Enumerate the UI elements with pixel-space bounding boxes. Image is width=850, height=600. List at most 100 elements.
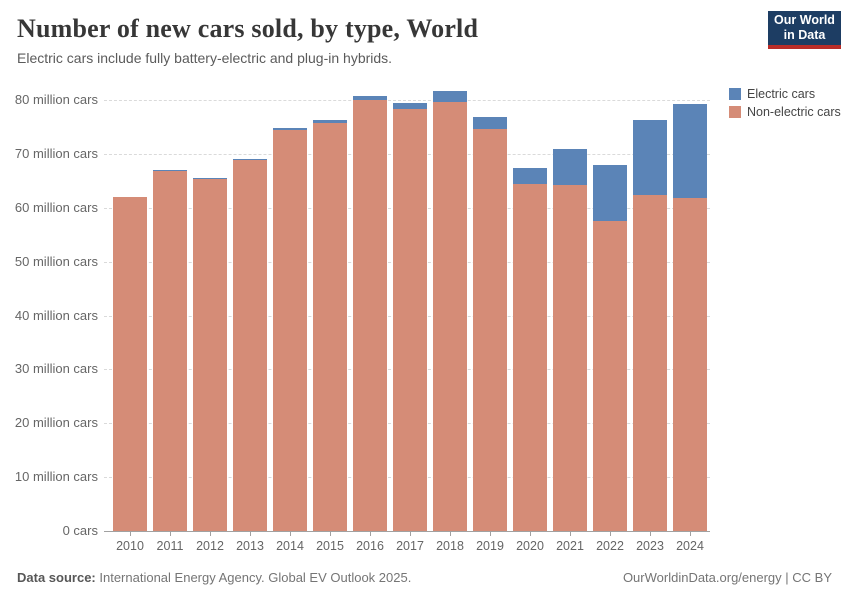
y-axis-tick-label: 30 million cars <box>14 361 98 377</box>
bar-2018-non-electric[interactable] <box>433 102 467 531</box>
owid-logo: Our World in Data <box>768 11 841 49</box>
legend: Electric cars Non-electric cars <box>729 87 841 119</box>
x-axis-tick <box>250 531 251 536</box>
bar-2020-non-electric[interactable] <box>513 184 547 531</box>
legend-item-electric-cars[interactable]: Electric cars <box>729 87 841 101</box>
y-axis-tick-label: 40 million cars <box>14 307 98 323</box>
legend-label: Non-electric cars <box>747 105 841 119</box>
bar-2014-electric[interactable] <box>273 128 307 131</box>
x-axis-tick-label: 2016 <box>356 539 384 553</box>
owid-logo-line1: Our World <box>774 13 835 27</box>
chart-subtitle: Electric cars include fully battery-elec… <box>17 50 393 66</box>
bar-2016-non-electric[interactable] <box>353 100 387 531</box>
y-axis-tick-label: 10 million cars <box>14 469 98 485</box>
y-axis-tick-label: 50 million cars <box>14 253 98 269</box>
bar-2011[interactable] <box>153 170 187 531</box>
x-axis-tick <box>650 531 651 536</box>
legend-swatch-electric-cars <box>729 88 741 100</box>
x-axis-tick <box>130 531 131 536</box>
bar-2012[interactable] <box>193 177 227 531</box>
bar-2022-non-electric[interactable] <box>593 221 627 531</box>
bar-2011-non-electric[interactable] <box>153 170 187 531</box>
x-axis-tick-label: 2020 <box>516 539 544 553</box>
bar-2020[interactable] <box>513 167 547 531</box>
bar-2024-electric[interactable] <box>673 103 707 198</box>
x-axis-tick <box>690 531 691 536</box>
y-axis-tick-label: 0 cars <box>62 523 98 538</box>
bar-2017-electric[interactable] <box>393 102 427 110</box>
x-axis-tick-label: 2017 <box>396 539 424 553</box>
bar-2015-electric[interactable] <box>313 120 347 124</box>
x-axis-tick <box>290 531 291 536</box>
x-axis-tick <box>610 531 611 536</box>
bar-2010[interactable] <box>113 196 147 531</box>
bar-2015-non-electric[interactable] <box>313 123 347 531</box>
x-axis-tick-label: 2024 <box>676 539 704 553</box>
bar-2023-electric[interactable] <box>633 120 667 196</box>
bar-2012-non-electric[interactable] <box>193 178 227 531</box>
bar-2022-electric[interactable] <box>593 164 627 222</box>
data-source-text: International Energy Agency. Global EV O… <box>99 570 412 585</box>
x-axis-tick-label: 2023 <box>636 539 664 553</box>
bar-2014[interactable] <box>273 128 307 531</box>
bar-2024[interactable] <box>673 103 707 531</box>
x-axis-tick <box>490 531 491 536</box>
bar-2022[interactable] <box>593 164 627 531</box>
x-axis-tick <box>210 531 211 536</box>
x-axis-tick-label: 2014 <box>276 539 304 553</box>
legend-item-non-electric-cars[interactable]: Non-electric cars <box>729 105 841 119</box>
x-axis-tick-label: 2015 <box>316 539 344 553</box>
x-axis-tick-label: 2010 <box>116 539 144 553</box>
x-axis-line <box>104 531 710 532</box>
bar-2021-electric[interactable] <box>553 149 587 185</box>
plot-area <box>104 85 710 532</box>
bar-2021-non-electric[interactable] <box>553 184 587 531</box>
x-axis-tick-label: 2013 <box>236 539 264 553</box>
x-axis-tick-label: 2019 <box>476 539 504 553</box>
bar-2020-electric[interactable] <box>513 167 547 185</box>
page-title: Number of new cars sold, by type, World <box>17 14 479 43</box>
x-axis-tick-label: 2011 <box>156 539 184 553</box>
bar-2018-electric[interactable] <box>433 90 467 103</box>
bar-2010-non-electric[interactable] <box>113 196 147 531</box>
credit-link[interactable]: OurWorldinData.org/energy | CC BY <box>622 570 832 585</box>
bar-2014-non-electric[interactable] <box>273 130 307 531</box>
bar-2021[interactable] <box>553 149 587 531</box>
x-axis-tick-label: 2022 <box>596 539 624 553</box>
bar-2017[interactable] <box>393 102 427 531</box>
gridline <box>104 100 710 101</box>
x-axis-tick <box>450 531 451 536</box>
y-axis-tick-label: 80 million cars <box>14 92 98 107</box>
bar-2023-non-electric[interactable] <box>633 195 667 531</box>
x-axis-tick <box>330 531 331 536</box>
data-source: Data source: International Energy Agency… <box>17 570 411 585</box>
x-axis-tick-label: 2012 <box>196 539 224 553</box>
data-source-label: Data source: <box>17 570 96 585</box>
bar-2019[interactable] <box>473 116 507 531</box>
bar-2019-electric[interactable] <box>473 116 507 129</box>
x-axis-tick <box>570 531 571 536</box>
legend-swatch-non-electric-cars <box>729 106 741 118</box>
x-axis-tick-label: 2021 <box>556 539 584 553</box>
x-axis-tick <box>530 531 531 536</box>
bar-2012-electric[interactable] <box>193 177 227 179</box>
x-axis-tick <box>170 531 171 536</box>
bar-2019-non-electric[interactable] <box>473 128 507 531</box>
bar-2017-non-electric[interactable] <box>393 109 427 531</box>
x-axis-tick <box>370 531 371 536</box>
bar-2016[interactable] <box>353 95 387 531</box>
bar-2023[interactable] <box>633 120 667 531</box>
bar-2013[interactable] <box>233 158 267 531</box>
bar-2024-non-electric[interactable] <box>673 197 707 531</box>
bar-2015[interactable] <box>313 120 347 531</box>
bar-2013-non-electric[interactable] <box>233 159 267 531</box>
bar-2013-electric[interactable] <box>233 158 267 160</box>
bar-2016-electric[interactable] <box>353 95 387 100</box>
legend-label: Electric cars <box>747 87 816 101</box>
y-axis-tick-label: 60 million cars <box>14 199 98 215</box>
x-axis-tick <box>410 531 411 536</box>
owid-logo-line2: in Data <box>783 28 826 42</box>
bar-2018[interactable] <box>433 90 467 531</box>
y-axis-tick-label: 70 million cars <box>14 145 98 161</box>
